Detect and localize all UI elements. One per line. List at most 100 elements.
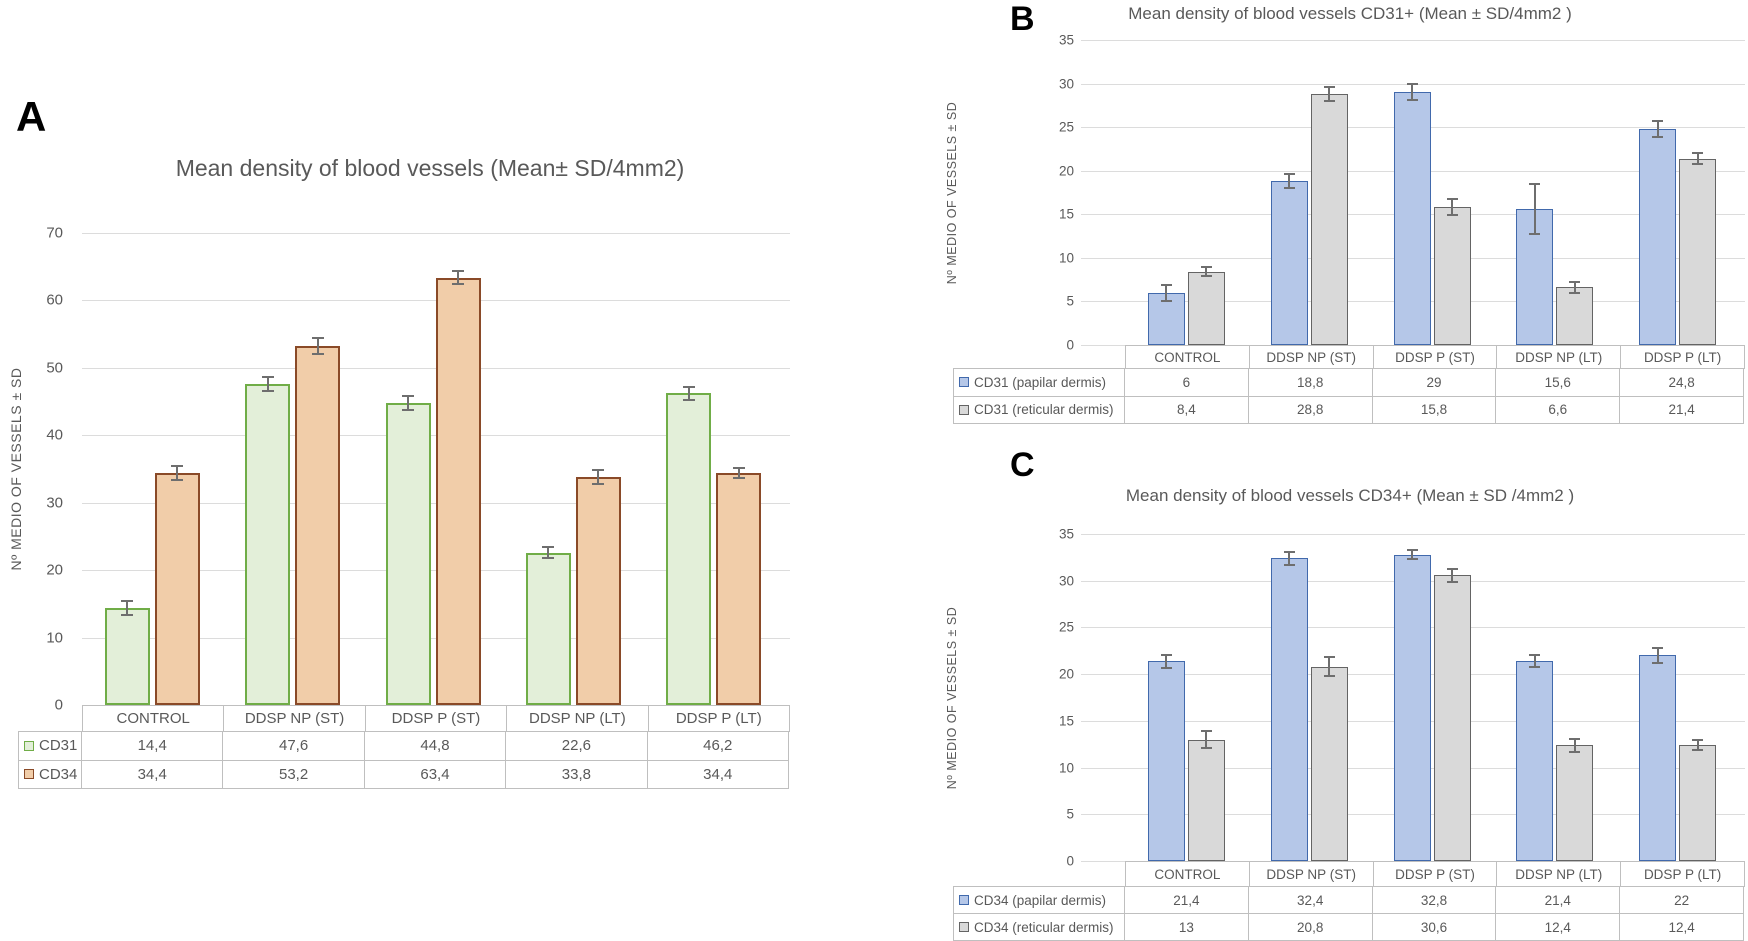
table-header-cell: DDSP P (LT) [1621, 862, 1744, 886]
table-value-cell: 30,6 [1372, 914, 1496, 940]
panel-letter-c: C [1010, 446, 1035, 484]
bar-cd31-reticular-dermis- [1187, 271, 1225, 345]
y-axis-label: Nº MEDIO OF VESSELS ± SD [8, 367, 24, 571]
legend-key-gray-icon [959, 922, 969, 932]
table-value-cell: 21,4 [1496, 887, 1620, 913]
error-bar-cap [1283, 563, 1295, 566]
error-bar-cap [682, 398, 695, 401]
table-value-cell: 13 [1125, 914, 1248, 940]
series-name: CD31 (papilar dermis) [974, 374, 1107, 390]
bar-cd34 [716, 473, 762, 705]
table-value-cell: 15,8 [1372, 396, 1496, 423]
table-value-cell: 24,8 [1620, 369, 1743, 396]
table-header-cell: CONTROL [83, 706, 224, 731]
error-bar [176, 465, 179, 481]
table-header-cell: CONTROL [1126, 346, 1249, 368]
bar-cd34 [435, 277, 481, 705]
bar-cd34-reticular-dermis- [1679, 745, 1717, 861]
y-tick-label: 25 [1058, 119, 1074, 135]
bar-cd31 [666, 393, 712, 705]
data-table-header: CONTROL DDSP NP (ST) DDSP P (ST) DDSP NP (L… [1125, 345, 1745, 369]
chart-title: Mean density of blood vessels (Mean± SD/… [175, 155, 685, 181]
error-bar-cap [452, 283, 464, 286]
gridline [1081, 345, 1125, 346]
y-tick-label: 70 [46, 224, 63, 242]
data-table-header: CONTROL DDSP NP (ST) DDSP P (ST) DDSP NP (L… [82, 705, 790, 732]
panel-letter-b: B [1010, 0, 1035, 38]
y-tick-label: 40 [46, 426, 63, 444]
data-table-body: CD31 14,4 47,6 44,8 22,6 46,2 CD34 34,4 53,2 63,4… [18, 731, 789, 789]
error-bar-cap [1569, 281, 1581, 284]
error-bar-cap [1692, 748, 1704, 751]
table-value-cell: 33,8 [506, 760, 647, 788]
table-value-cell: 34,4 [82, 760, 223, 788]
error-bar-cap [1406, 99, 1418, 102]
y-tick-label: 15 [1058, 713, 1074, 729]
error-bar-cap [1446, 198, 1458, 201]
error-bar [1411, 84, 1413, 101]
error-bar-cap [732, 466, 745, 469]
error-bar [547, 547, 550, 558]
table-value-cell: 15,6 [1496, 369, 1620, 396]
error-bar-cap [1446, 214, 1458, 217]
error-bar [266, 377, 269, 391]
data-table-body: CD31 (papilar dermis) 6 18,8 29 15,6 24,8 CD31… [953, 368, 1744, 424]
error-bar-cap [311, 353, 324, 356]
gridline [1081, 534, 1745, 535]
legend-key-gray-icon [959, 404, 969, 415]
error-bar-cap [1200, 275, 1212, 278]
y-tick-label: 20 [1058, 162, 1074, 178]
table-value-cell: 22,6 [506, 732, 647, 760]
error-bar-cap [1652, 646, 1664, 649]
legend-cell: CD31 (reticular dermis) [954, 396, 1124, 423]
legend-cell: CD34 (reticular dermis) [954, 914, 1124, 940]
legend-cell: CD31 [19, 732, 81, 760]
error-bar-cap [261, 376, 274, 379]
error-bar [1328, 87, 1331, 101]
error-bar [1573, 282, 1576, 293]
y-tick-label: 35 [1058, 32, 1074, 48]
bar-cd34-papilar-dermis- [1147, 661, 1185, 861]
error-bar-cap [1160, 299, 1172, 302]
bar-cd31-reticular-dermis- [1310, 94, 1348, 345]
bar-cd34-reticular-dermis- [1187, 739, 1225, 861]
y-tick-label: 0 [54, 696, 63, 714]
error-bar-cap [311, 337, 324, 340]
table-value-cell: 20,8 [1248, 914, 1372, 940]
error-bar-cap [1160, 653, 1172, 656]
table-header-cell: DDSP P (LT) [648, 706, 789, 731]
error-bar-cap [1283, 550, 1295, 553]
error-bar-cap [121, 613, 134, 616]
table-header-cell: DDSP P (LT) [1621, 346, 1744, 368]
table-value-cell: 14,4 [82, 732, 223, 760]
error-bar-cap [1200, 730, 1212, 733]
table-value-cell: 8,4 [1125, 396, 1248, 423]
table-value-cell: 28,8 [1248, 396, 1372, 423]
bar-cd34 [295, 346, 341, 705]
gridline [1081, 861, 1125, 862]
error-bar-cap [1529, 665, 1541, 668]
error-bar [1451, 199, 1453, 216]
table-value-cell: 12,4 [1496, 914, 1620, 940]
error-bar [1696, 153, 1699, 164]
y-tick-label: 10 [1058, 250, 1074, 266]
bar-cd31 [104, 607, 150, 705]
error-bar [457, 270, 459, 285]
error-bar [597, 470, 600, 484]
error-bar-cap [1283, 173, 1295, 176]
bar-cd34-papilar-dermis- [1639, 655, 1677, 861]
error-bar [1288, 551, 1291, 565]
legend-key-green-icon [24, 740, 34, 751]
error-bar-cap [452, 269, 464, 272]
error-bar-cap [1446, 567, 1458, 570]
table-value-cell: 46,2 [647, 732, 788, 760]
error-bar-cap [682, 386, 695, 389]
legend-cell: CD34 (papilar dermis) [954, 887, 1124, 913]
error-bar-cap [542, 546, 555, 549]
error-bar [1411, 549, 1413, 560]
panel-letter-a: A [16, 93, 47, 140]
y-tick-label: 25 [1058, 619, 1074, 635]
error-bar-cap [1692, 739, 1704, 742]
gridline [1081, 40, 1745, 41]
error-bar-cap [1160, 666, 1172, 669]
